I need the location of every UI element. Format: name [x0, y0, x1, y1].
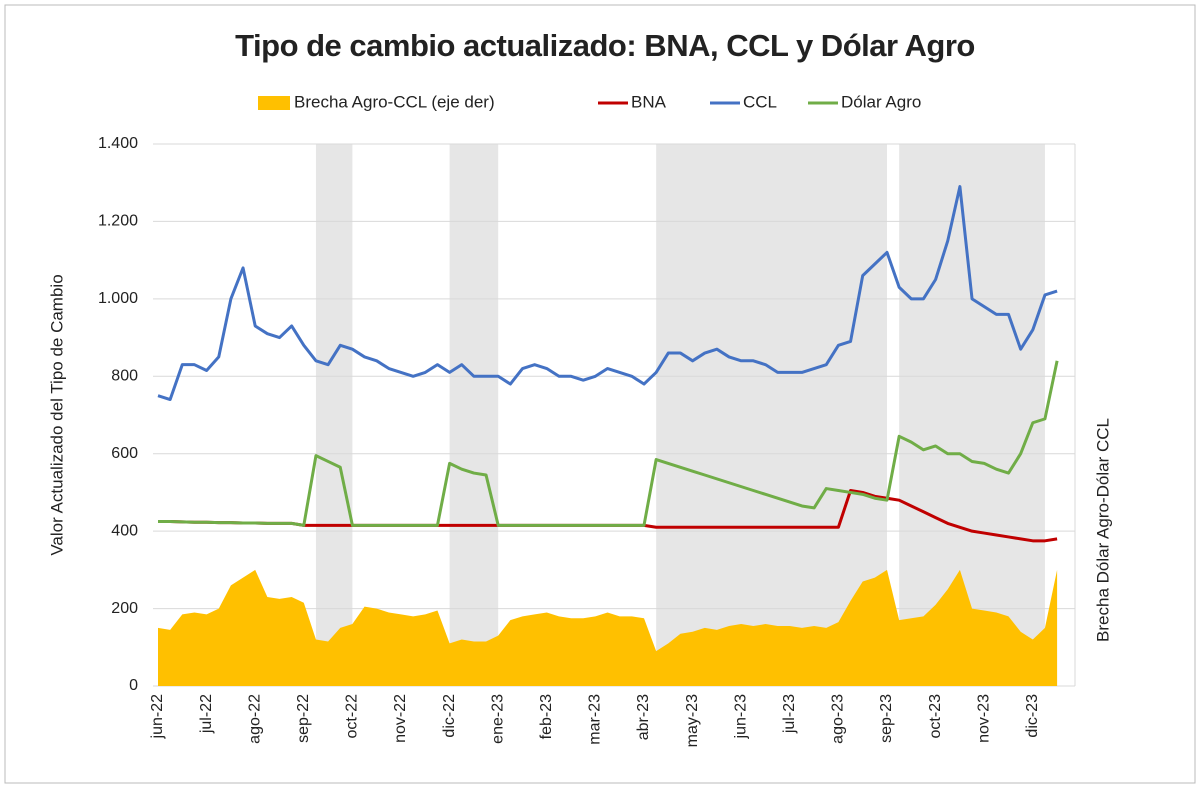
legend-swatch	[258, 96, 290, 110]
line	[157, 185, 1058, 402]
frame	[4, 4, 1196, 784]
y-tick-label: 1.000	[98, 290, 138, 307]
x-tick-label: oct-22	[344, 694, 361, 739]
y-axis-title: Valor Actualizado del Tipo de Cambio	[47, 274, 66, 555]
shaded-period	[656, 144, 887, 686]
x-tick-label: sep-22	[295, 694, 312, 743]
y-tick-label: 800	[111, 368, 138, 385]
legend-label: Brecha Agro-CCL (eje der)	[294, 92, 495, 111]
x-tick-label: jun-22	[149, 694, 166, 740]
legend-label: BNA	[631, 92, 667, 111]
x-tick-label: nov-22	[392, 694, 409, 743]
x-tick-label: may-23	[684, 694, 701, 747]
y-tick-label: 400	[111, 522, 138, 539]
x-tick-label: sep-23	[878, 694, 895, 743]
x-tick-label: ago-23	[830, 694, 847, 744]
y-tick-label: 1.200	[98, 213, 138, 230]
x-tick-label: abr-23	[635, 694, 652, 740]
y-tick-label: 600	[111, 445, 138, 462]
y-tick-label: 1.400	[98, 135, 138, 152]
x-tick-label: jul-22	[198, 694, 215, 734]
x-tick-label: dic-22	[441, 694, 458, 738]
chart-title: Tipo de cambio actualizado: BNA, CCL y D…	[235, 28, 975, 63]
y2-axis-title: Brecha Dólar Agro-Dólar CCL	[1093, 418, 1112, 642]
x-tick-label: jul-23	[781, 694, 798, 734]
shaded-period	[899, 144, 1045, 686]
legend-label: CCL	[743, 92, 777, 111]
legend-label: Dólar Agro	[841, 92, 921, 111]
x-tick-label: nov-23	[975, 694, 992, 743]
y-tick-label: 200	[111, 600, 138, 617]
x-tick-label: ago-22	[246, 694, 263, 744]
area	[158, 569, 1058, 686]
x-tick-label: jun-23	[732, 694, 749, 740]
y-tick-label: 0	[129, 677, 138, 694]
x-tick-label: oct-23	[927, 694, 944, 739]
shaded-period	[315, 144, 353, 686]
line	[158, 360, 1059, 527]
x-tick-label: dic-23	[1024, 694, 1041, 738]
shaded-period	[449, 144, 499, 686]
x-tick-label: ene-23	[489, 694, 506, 744]
x-tick-label: feb-23	[538, 694, 555, 739]
x-tick-label: mar-23	[587, 694, 604, 745]
